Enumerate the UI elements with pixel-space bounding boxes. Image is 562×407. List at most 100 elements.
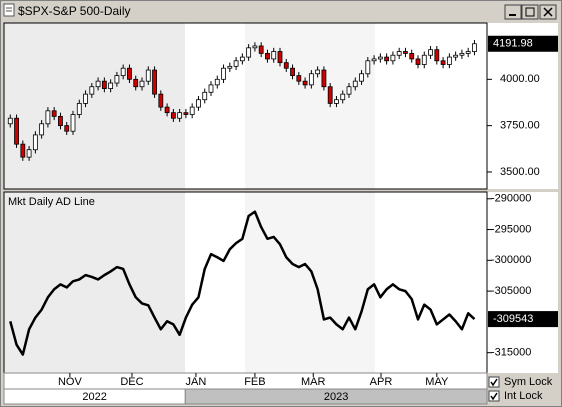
candle-body: [183, 112, 189, 115]
candle-body: [221, 67, 226, 80]
candle-body: [177, 112, 183, 119]
candle-body: [440, 60, 446, 65]
candle-body: [428, 49, 433, 56]
candle-body: [403, 51, 408, 54]
shade-region: [245, 23, 375, 189]
x-tick-label: FEB: [244, 376, 265, 388]
candle-body: [327, 86, 333, 104]
candle-body: [271, 51, 277, 60]
candle-body: [233, 60, 239, 67]
candle-body: [315, 69, 321, 75]
candle-body: [359, 73, 364, 82]
y-tick-label: -300000: [491, 254, 531, 266]
candle-body: [26, 149, 32, 158]
candle-body: [296, 75, 302, 82]
candle-body: [377, 56, 383, 60]
candle-body: [472, 43, 477, 52]
shade-region: [4, 23, 185, 189]
x-tick-label: NOV: [58, 376, 83, 388]
candle-body: [421, 54, 427, 65]
candle-body: [277, 51, 283, 64]
maximize-glyph: [525, 7, 535, 17]
candle-body: [58, 115, 63, 127]
candle-body: [346, 86, 352, 95]
shade-region: [4, 192, 185, 373]
candle-body: [252, 45, 258, 49]
candle-body: [170, 112, 176, 119]
candle-body: [390, 54, 396, 62]
candle-body: [396, 51, 402, 56]
candle-body: [164, 106, 170, 114]
y-tick-label: 3500.00: [500, 166, 540, 178]
candle-body: [227, 65, 233, 69]
candle-body: [127, 67, 132, 80]
candle-body: [133, 78, 139, 88]
candle-body: [415, 58, 421, 65]
candle-body: [334, 99, 339, 104]
candle-body: [465, 51, 471, 54]
int-lock-checkbox[interactable]: [488, 390, 500, 402]
check-glyph: [490, 378, 498, 387]
candle-body: [64, 125, 70, 132]
candle-body: [214, 78, 220, 86]
candle-body: [32, 134, 38, 151]
last-value-label: 4191.98: [493, 38, 533, 50]
candle-body: [51, 110, 57, 117]
sym-lock-checkbox[interactable]: [488, 376, 500, 388]
candle-body: [139, 80, 145, 88]
y-tick-label: 3750.00: [500, 120, 540, 132]
candle-body: [453, 54, 459, 58]
candle-body: [114, 75, 120, 84]
last-value-label: -309543: [493, 313, 533, 325]
candle-body: [371, 58, 377, 62]
x-tick-label: APR: [370, 376, 393, 388]
plot-layer: 2022 2023 NOV DEC JAN FEB MAR APR MAY 3500.00 3750…: [3, 35, 558, 405]
candle-body: [365, 60, 371, 75]
x-tick-label: MAR: [301, 376, 326, 388]
candle-body: [384, 56, 390, 62]
candle-body: [152, 69, 157, 95]
y-tick-label: 4000.00: [500, 73, 540, 85]
check-glyph: [490, 392, 498, 401]
candle-body: [20, 143, 26, 158]
window-buttons: [504, 4, 557, 20]
year-label: 2022: [82, 391, 106, 403]
candle-body: [45, 110, 51, 125]
candle-body: [340, 93, 346, 101]
candle-body: [258, 45, 264, 54]
candle-body: [208, 84, 214, 93]
candle-body: [76, 103, 82, 115]
x-tick-label: JAN: [186, 376, 207, 388]
candle-body: [95, 80, 101, 88]
y-tick-label: -290000: [491, 193, 531, 205]
candle-body: [145, 69, 151, 82]
y-tick-label: -315000: [491, 347, 531, 359]
candle-body: [108, 82, 114, 89]
minimize-button[interactable]: [504, 4, 522, 20]
candle-body: [290, 67, 295, 77]
candle-body: [265, 52, 270, 60]
candle-body: [14, 117, 19, 145]
candle-body: [446, 56, 452, 65]
candle-body: [239, 56, 245, 62]
year-label: 2023: [324, 391, 348, 403]
x-tick-label: MAY: [425, 376, 449, 388]
y-tick-label: -295000: [491, 223, 531, 235]
candle-body: [189, 106, 195, 115]
close-glyph: [543, 7, 553, 17]
candle-body: [39, 123, 45, 136]
shade-region: [245, 192, 375, 373]
candle-body: [459, 52, 465, 56]
candle-body: [308, 73, 314, 86]
series-label: Mkt Daily AD Line: [8, 196, 95, 208]
sym-lock-label: Sym Lock: [504, 376, 553, 388]
maximize-button[interactable]: [521, 4, 539, 20]
candle-body: [246, 47, 252, 58]
candle-body: [409, 52, 415, 60]
candle-body: [70, 114, 76, 132]
year-band: [184, 388, 488, 405]
candle-body: [120, 67, 126, 77]
last-value-box: [488, 311, 558, 328]
candle-body: [302, 80, 308, 86]
